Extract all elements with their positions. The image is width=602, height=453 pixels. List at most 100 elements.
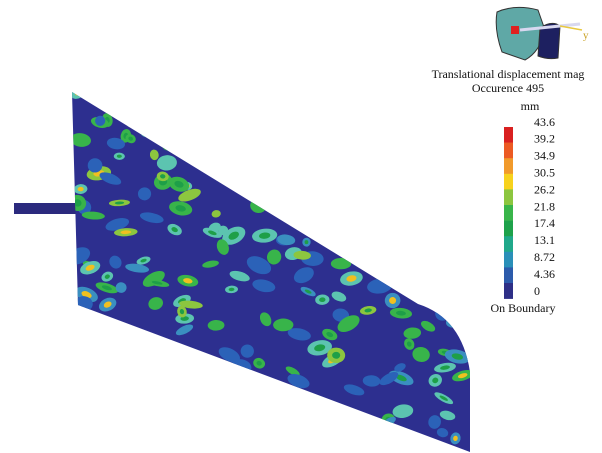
legend-note: On Boundary (491, 301, 556, 315)
contour-blob (199, 378, 227, 401)
contour-core (179, 352, 189, 361)
contour-blob (378, 187, 401, 195)
contour-blob (433, 246, 448, 252)
contour-blob (190, 409, 209, 426)
contour-core (379, 101, 390, 110)
legend-tick-label: 8.72 (534, 250, 555, 264)
contour-blob (421, 210, 430, 223)
contour-core (212, 363, 220, 370)
contour-blob (163, 381, 181, 399)
color-swatch (504, 236, 513, 252)
contour-core (423, 193, 436, 204)
contour-blob (213, 420, 236, 441)
contour-blob (418, 220, 433, 236)
contour-blob (221, 374, 243, 389)
contour-core (392, 252, 403, 261)
contour-blob (397, 251, 417, 266)
color-swatch (504, 189, 513, 205)
contour-blob (302, 85, 324, 106)
contour-blob (349, 95, 363, 109)
color-swatch (504, 221, 513, 237)
color-swatch (504, 174, 513, 190)
contour-blob (110, 335, 125, 348)
contour-blob (281, 199, 298, 213)
contour-blob (331, 124, 345, 135)
contour-core (88, 362, 96, 371)
contour-core (275, 178, 288, 188)
contour-blob (122, 327, 132, 337)
contour-core (393, 161, 403, 170)
contour-core (297, 162, 304, 169)
contour-core (340, 136, 349, 141)
contour-core (208, 105, 219, 108)
color-swatch (504, 283, 513, 299)
color-swatch (504, 127, 513, 143)
contour-blob (245, 185, 258, 201)
contour-core (449, 132, 460, 141)
contour-blob (102, 434, 127, 453)
contour-blob (417, 195, 440, 210)
contour-blob (92, 335, 107, 351)
contour-blob (83, 356, 101, 375)
contour-blob (142, 100, 155, 114)
contour-blob (372, 96, 396, 115)
contour-blob (442, 126, 466, 147)
contour-blob (226, 424, 249, 442)
contour-blob (172, 108, 197, 118)
contour-blob (166, 396, 194, 420)
legend-tick-label: 13.1 (534, 233, 555, 247)
contour-blob (369, 213, 382, 229)
plate (72, 92, 470, 452)
contour-core (178, 111, 189, 116)
contour-blob (442, 263, 458, 274)
legend-tick-label: 21.8 (534, 199, 555, 213)
contour-core (128, 347, 138, 355)
contour-blob (402, 186, 413, 196)
contour-blob (293, 431, 318, 448)
contour-core (218, 113, 225, 120)
contour-blob (259, 164, 276, 176)
contour-blob (303, 179, 320, 192)
contour-blob (436, 117, 451, 131)
contour-blob (334, 133, 353, 144)
contour-blob (274, 90, 298, 99)
legend-unit: mm (521, 99, 540, 113)
contour-blob (398, 434, 408, 443)
contour-blob (161, 111, 183, 123)
contour-blob (202, 97, 223, 112)
color-bar: 43.639.234.930.526.221.817.413.18.724.36… (504, 115, 555, 299)
contour-core (96, 339, 103, 346)
contour-core (230, 160, 239, 168)
contour-blob (125, 399, 150, 407)
contour-blob (397, 112, 413, 130)
color-swatch (504, 267, 513, 283)
contour-blob (140, 334, 165, 353)
contour-blob (395, 232, 421, 250)
contour-core (134, 355, 142, 361)
contour-blob (442, 209, 461, 225)
contour-blob (415, 186, 443, 210)
contour-blob (110, 96, 126, 115)
contour-blob (436, 120, 455, 134)
legend-tick-label: 43.6 (534, 115, 555, 129)
legend-tick-label: 30.5 (534, 165, 555, 179)
contour-blob (237, 125, 256, 142)
legend-tick-label: 4.36 (534, 267, 555, 281)
legend-tick-label: 34.9 (534, 149, 555, 163)
contour-core (300, 172, 307, 180)
contour-blob (328, 89, 351, 109)
contour-blob (206, 359, 225, 375)
contour-blob (394, 125, 420, 142)
contour-blob (129, 351, 146, 364)
contour-blob (352, 106, 376, 121)
contour-blob (432, 204, 445, 214)
contour-core (442, 124, 450, 130)
contour-core (147, 339, 158, 347)
contour-core (452, 156, 457, 162)
legend-tick-label: 39.2 (534, 132, 555, 146)
contour-blob (73, 433, 95, 449)
contour-core (306, 193, 318, 199)
contour-core (124, 330, 128, 335)
contour-blob (406, 212, 426, 232)
result-title: Translational displacement mag (432, 67, 585, 81)
